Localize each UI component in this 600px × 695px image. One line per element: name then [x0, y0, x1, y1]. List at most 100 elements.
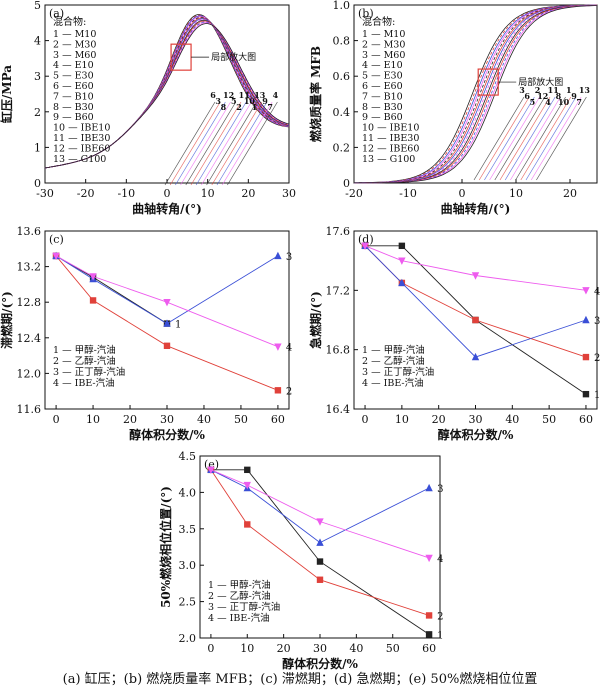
x-tick-label: 50 — [234, 413, 248, 426]
y-tick-label: 5 — [34, 0, 41, 12]
series-end-label: 3 — [286, 252, 292, 263]
legend-entry: 6 — E60 — [362, 81, 403, 92]
curve-label: 4 — [273, 90, 279, 100]
legend-entry: 8 — B30 — [53, 102, 94, 113]
data-point — [471, 272, 480, 280]
x-tick-label: -10 — [399, 187, 417, 200]
curve-label: 11 — [548, 85, 559, 95]
x-axis-label: 醇体积分数/% — [282, 656, 358, 671]
zoom-trace-13 — [227, 101, 278, 186]
series-line-3 — [364, 245, 587, 358]
x-tick-label: -30 — [36, 187, 54, 200]
x-tick-label: 10 — [86, 413, 100, 426]
series-end-label: 1 — [437, 630, 443, 641]
legend-entry: 3 — 正丁醇-汽油 — [362, 366, 434, 378]
curve-label: 1 — [252, 102, 258, 112]
zoom-trace-12 — [530, 96, 582, 181]
plot-frame — [353, 4, 598, 184]
series-end-label: 4 — [437, 554, 443, 565]
x-axis-label: 醇体积分数/% — [438, 427, 514, 442]
legend-title: 混合物: — [53, 15, 86, 28]
data-point — [582, 287, 590, 295]
legend-entry: 10 — IBE10 — [53, 123, 110, 134]
curve-label: 13 — [579, 85, 591, 95]
x-tick-label: -10 — [117, 187, 135, 200]
zoom-trace-6 — [499, 96, 551, 181]
data-point — [398, 278, 406, 287]
x-tick-label: 40 — [197, 413, 211, 426]
data-point — [163, 299, 171, 307]
data-point — [274, 387, 282, 394]
data-point — [472, 316, 479, 324]
chart-a: -30 -20 -10 0 10 20 30012345曲轴转角/(°)缸压/MPa(a)局… — [0, 0, 296, 216]
zoom-trace-10 — [211, 101, 263, 186]
y-tick-label: 0.4 — [333, 106, 351, 119]
legend-entry: 8 — B30 — [362, 102, 403, 113]
y-tick-label: 4.5 — [179, 450, 197, 463]
x-tick-label: 60 — [579, 413, 593, 426]
legend-entry: 4 — IBE-汽油 — [362, 377, 424, 389]
zoom-trace-2 — [169, 101, 221, 186]
y-axis-label: 急燃期/(°) — [308, 291, 323, 349]
legend-entry: 3 — 正丁醇-汽油 — [208, 601, 280, 613]
curve-label: 6 — [210, 90, 216, 100]
y-tick-label: 2.0 — [179, 632, 197, 645]
data-point — [207, 466, 215, 475]
zoom-trace-3 — [175, 101, 226, 186]
y-tick-label: 16.4 — [326, 403, 351, 416]
data-point — [425, 631, 433, 638]
x-tick-label: 20 — [123, 413, 137, 426]
series-line-4 — [55, 255, 279, 348]
curve-label: 4 — [545, 97, 551, 107]
x-tick-label: -20 — [345, 187, 363, 200]
legend-entry: 11 — IBE30 — [53, 133, 110, 144]
y-axis-label: 缸压/MPa — [0, 65, 14, 123]
y-tick-label: 2 — [34, 106, 41, 119]
curve-label: 6 — [524, 91, 530, 101]
zoom-label: 局部放大图 — [518, 76, 563, 88]
data-point — [243, 481, 251, 490]
curve-label: 2 — [535, 85, 541, 95]
legend-entry: 12 — IBE60 — [53, 143, 110, 154]
zoom-trace-9 — [206, 101, 257, 186]
chart-b: -20 -10 0 10 20 0 0.2 0.4 0.6 0.8 1.0 曲轴转角/(°) 燃烧质量率… — [308, 0, 598, 216]
curve-label: 9 — [262, 96, 268, 106]
legend-entry: 4 — E10 — [53, 60, 94, 71]
y-tick-label: 12.8 — [17, 296, 42, 309]
x-tick-label: 30 — [282, 187, 296, 200]
data-point — [244, 521, 251, 528]
y-tick-label: 16.8 — [326, 344, 351, 357]
series-end-label: 3 — [594, 316, 600, 327]
x-tick-label: 40 — [349, 642, 363, 655]
x-tick-label: 20 — [432, 413, 446, 426]
curve-label: 9 — [571, 91, 577, 101]
zoom-trace-8 — [510, 96, 561, 181]
x-tick-label: 60 — [422, 642, 436, 655]
x-tick-label: 60 — [271, 413, 285, 426]
curve-label: 7 — [267, 102, 273, 112]
curve-label: 5 — [231, 96, 237, 106]
zoom-trace-8 — [201, 101, 252, 186]
legend-entry: 12 — IBE60 — [362, 143, 419, 154]
zoom-trace-9 — [515, 96, 566, 181]
series-end-label: 4 — [594, 286, 600, 297]
legend-entry: 5 — E30 — [53, 71, 94, 82]
zoom-trace-4 — [489, 96, 540, 181]
legend-entry: 2 — 乙醇-汽油 — [208, 590, 271, 602]
series-end-label: 2 — [437, 611, 443, 622]
y-tick-label: 17.6 — [326, 225, 351, 238]
y-tick-label: 4.0 — [179, 486, 197, 499]
x-tick-label: 0 — [207, 642, 214, 655]
x-axis-label: 曲轴转角/(°) — [441, 201, 511, 216]
legend-entry: 6 — E60 — [53, 81, 94, 92]
y-tick-label: 4 — [34, 35, 41, 48]
data-point — [398, 242, 406, 250]
zoom-trace-7 — [504, 96, 556, 181]
legend-entry: 7 — B10 — [53, 91, 94, 102]
series-line-3 — [55, 255, 279, 325]
y-tick-label: 12.4 — [17, 332, 42, 345]
x-tick-label: 20 — [277, 642, 291, 655]
legend-entry: 2 — M30 — [362, 39, 405, 50]
x-tick-label: 10 — [201, 187, 215, 200]
series-line-4 — [364, 245, 587, 291]
